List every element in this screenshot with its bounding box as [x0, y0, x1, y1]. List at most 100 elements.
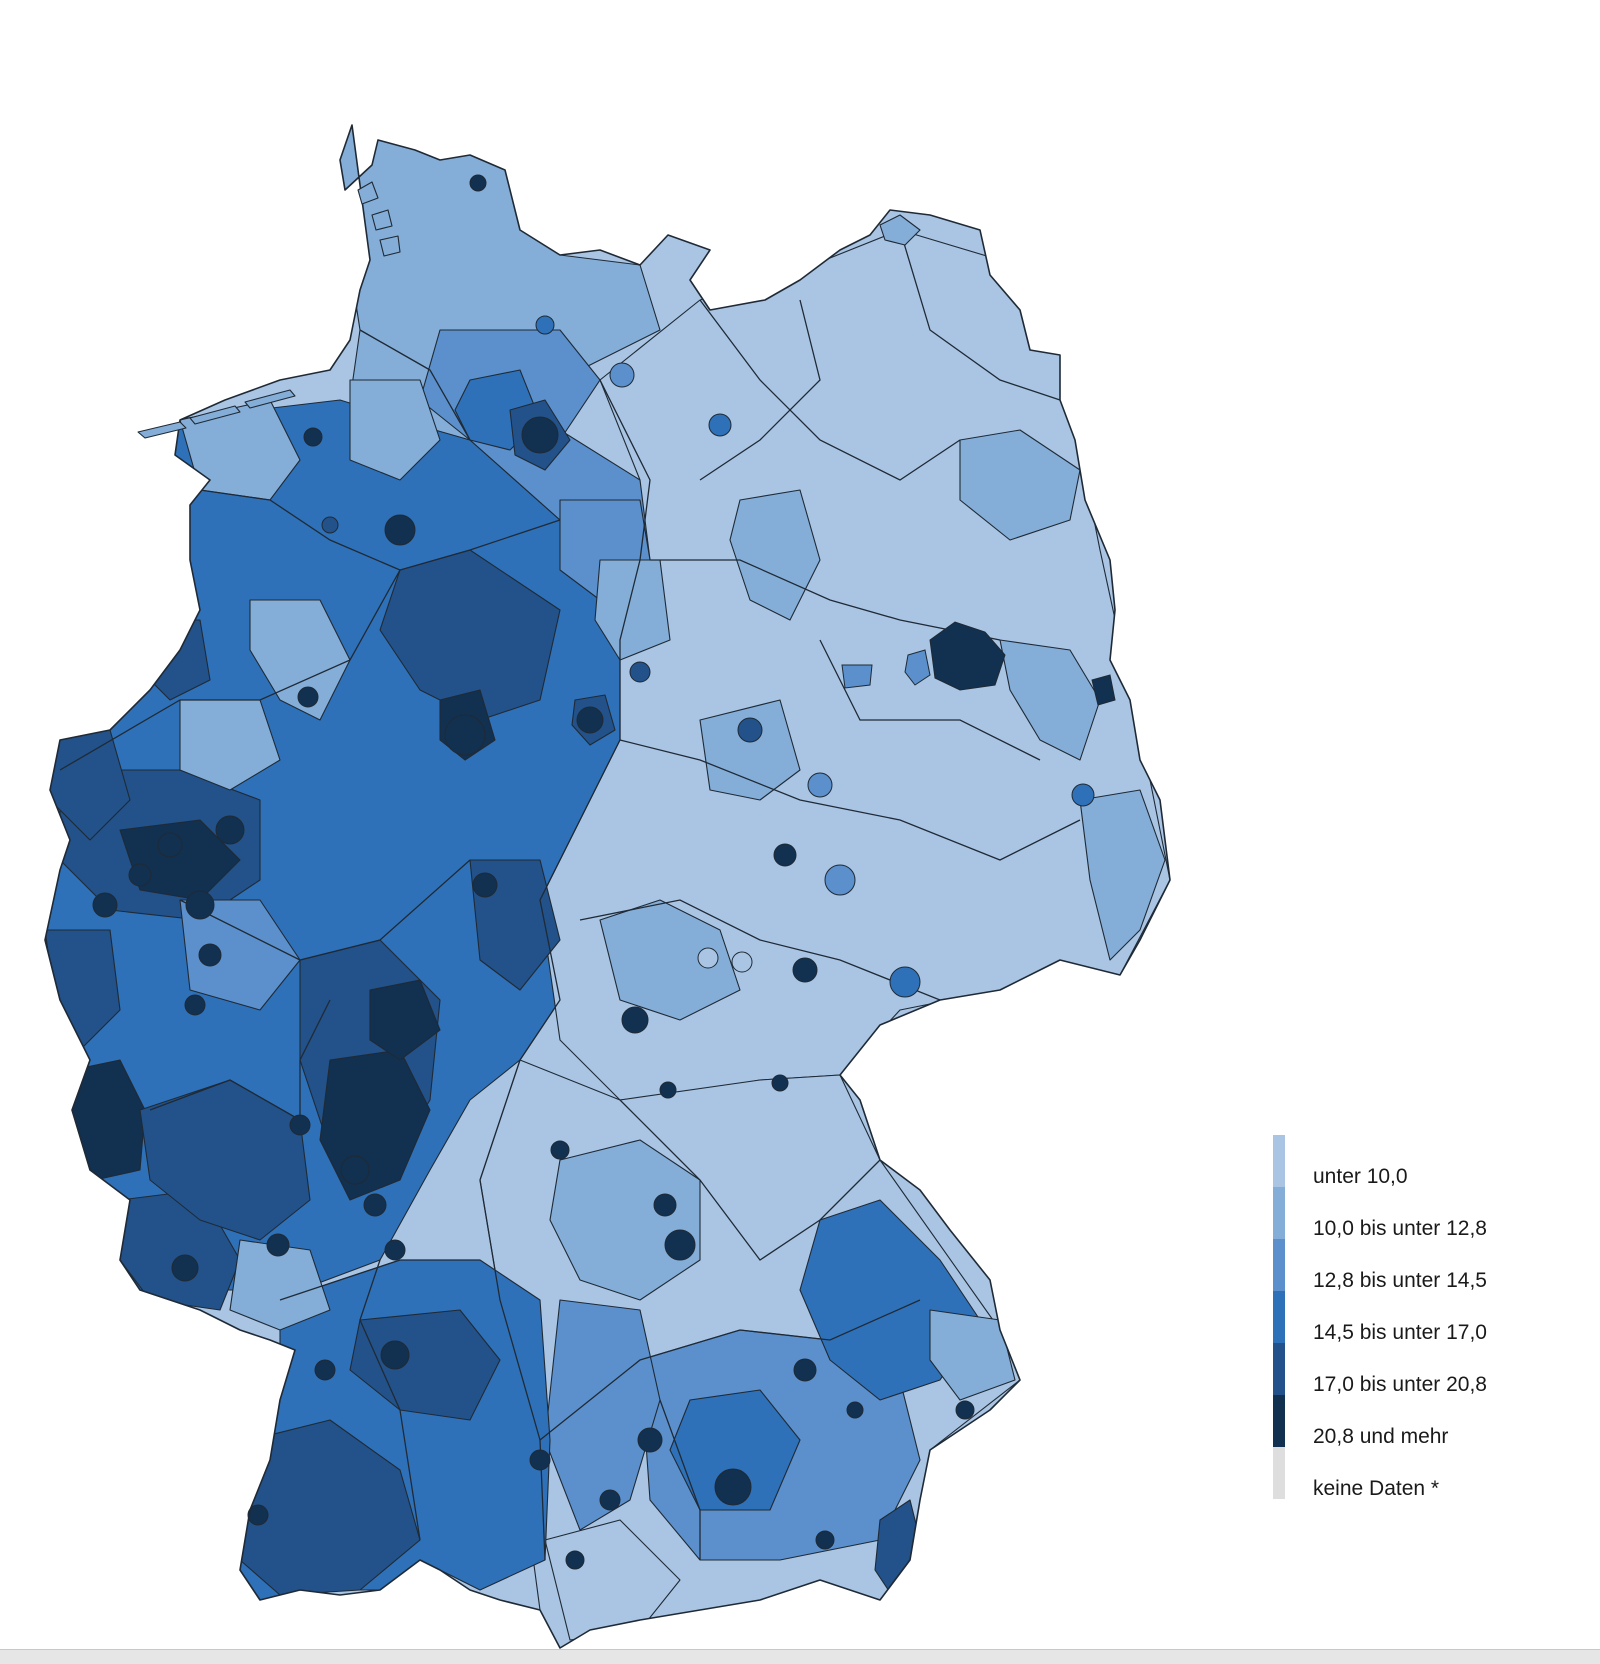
- city-regensburg: [793, 1358, 817, 1382]
- city-berlin: [929, 621, 1006, 691]
- city-hanover: [444, 714, 486, 756]
- legend-label: 14,5 bis unter 17,0: [1313, 1321, 1487, 1344]
- region-altmark: [729, 489, 821, 621]
- region-munich-area: [669, 1389, 801, 1511]
- island: [137, 421, 187, 439]
- city-mannheim: [266, 1233, 290, 1257]
- border-line: [359, 329, 471, 441]
- city-salzgitter: [629, 661, 651, 683]
- city-essen: [157, 832, 183, 858]
- city-erfurt: [621, 1006, 649, 1034]
- city-ingolstadt: [637, 1427, 663, 1453]
- region-hanover-area: [379, 549, 561, 721]
- city-jena: [697, 947, 719, 969]
- region-passau: [929, 1309, 1016, 1401]
- border-line: [179, 859, 471, 961]
- city-bielefeld: [297, 686, 319, 708]
- city-bonn: [198, 943, 222, 967]
- legend-swatch: [1273, 1447, 1285, 1499]
- region-wuerttemberg-north: [349, 1309, 501, 1421]
- district-borders: [59, 229, 1081, 1561]
- city-braunschweig: [576, 706, 604, 734]
- region-brandenburg-ne: [959, 429, 1081, 541]
- legend-swatch: [1273, 1135, 1285, 1187]
- north-sea-islands: [137, 181, 921, 439]
- legend-label: unter 10,0: [1313, 1165, 1408, 1188]
- legend-swatch: [1273, 1291, 1285, 1343]
- city-hamburg: [521, 416, 559, 454]
- city-hof: [771, 1074, 789, 1092]
- region-black-forest: [239, 1419, 421, 1596]
- border-line: [699, 299, 961, 481]
- city-chemnitz: [792, 957, 818, 983]
- city-cottbus: [1071, 783, 1095, 807]
- city-duesseldorf: [92, 892, 118, 918]
- city-wiesbaden: [289, 1114, 311, 1136]
- border-line: [819, 639, 1041, 761]
- legend-label: keine Daten *: [1313, 1477, 1440, 1500]
- city-schwerin: [708, 413, 732, 437]
- region-franconia: [549, 1139, 701, 1301]
- legend-swatch: [1273, 1395, 1285, 1447]
- border-line: [619, 1099, 881, 1261]
- city-dortmund: [215, 815, 245, 845]
- city-koblenz: [184, 994, 206, 1016]
- legend-label: 17,0 bis unter 20,8: [1313, 1373, 1487, 1396]
- city-frankfurt-oder: [1091, 674, 1116, 706]
- city-augsburg: [599, 1489, 621, 1511]
- region-anhalt: [699, 699, 801, 801]
- legend-label: 12,8 bis unter 14,5: [1313, 1269, 1487, 1292]
- city-bamberg: [653, 1193, 677, 1217]
- city-suhl: [659, 1081, 677, 1099]
- region-lusatia: [1079, 789, 1166, 961]
- city-frankfurt: [340, 1155, 370, 1185]
- city-darmstadt: [384, 1239, 406, 1261]
- city-leipzig: [824, 864, 856, 896]
- region-brandenburg-e: [999, 639, 1101, 761]
- island: [189, 405, 241, 425]
- city-districts: [92, 174, 1116, 1570]
- border-line: [59, 519, 561, 771]
- island: [379, 235, 401, 257]
- border-line: [359, 1259, 421, 1541]
- border-line: [899, 229, 1061, 401]
- city-karlsruhe: [314, 1359, 336, 1381]
- city-cologne: [185, 890, 215, 920]
- border-line: [479, 1059, 546, 1561]
- region-allgaeu: [544, 1519, 681, 1641]
- city-bremen: [384, 514, 416, 546]
- island: [244, 389, 296, 409]
- city-bremerhaven: [303, 427, 323, 447]
- legend-swatch: [1273, 1343, 1285, 1395]
- city-saarbruecken: [171, 1254, 199, 1282]
- city-landshut: [846, 1401, 864, 1419]
- city-rosenheim: [815, 1530, 835, 1550]
- border-line: [650, 559, 1001, 641]
- border-line: [699, 299, 821, 481]
- border-line: [579, 899, 941, 1001]
- city-dessau: [807, 772, 833, 798]
- island: [879, 214, 921, 246]
- city-neumuenster: [535, 315, 555, 335]
- city-freiburg: [247, 1504, 269, 1526]
- region-cuxhaven: [349, 379, 441, 481]
- city-brandenburg-havel: [841, 664, 873, 689]
- island: [371, 209, 393, 231]
- city-stuttgart: [380, 1340, 410, 1370]
- region-palatinate: [229, 1239, 331, 1331]
- city-kassel: [472, 872, 498, 898]
- city-wuerzburg: [550, 1140, 570, 1160]
- city-potsdam: [904, 649, 931, 686]
- border-line: [619, 739, 1081, 861]
- border-line: [539, 1299, 921, 1441]
- city-kiel: [469, 174, 487, 192]
- legend-label: 10,0 bis unter 12,8: [1313, 1217, 1487, 1240]
- city-wilhelmshaven: [321, 516, 339, 534]
- region-vogelsberg: [369, 979, 441, 1061]
- island: [357, 181, 379, 205]
- city-halle: [773, 843, 797, 867]
- legend-swatch: [1273, 1239, 1285, 1291]
